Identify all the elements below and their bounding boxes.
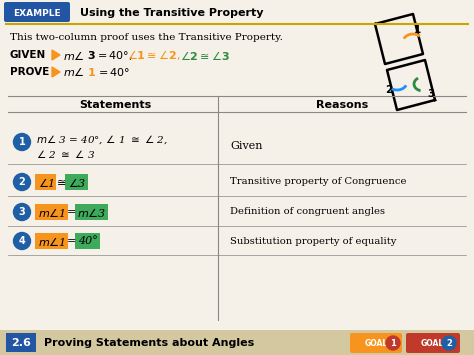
- Text: GOAL: GOAL: [420, 339, 444, 348]
- FancyBboxPatch shape: [36, 233, 69, 248]
- Text: $m\angle$1: $m\angle$1: [38, 235, 66, 248]
- Text: EXAMPLE: EXAMPLE: [13, 9, 61, 17]
- Text: 3: 3: [428, 89, 435, 99]
- Text: $m \angle$: $m \angle$: [63, 66, 84, 78]
- Text: $m \angle$: $m \angle$: [63, 49, 84, 61]
- Text: 1: 1: [390, 339, 396, 348]
- Text: $= 40°$: $= 40°$: [96, 66, 130, 78]
- Text: =: =: [67, 236, 77, 246]
- Text: $\angle$ 2 $\cong$ $\angle$ 3: $\angle$ 2 $\cong$ $\angle$ 3: [36, 148, 95, 160]
- Text: 4: 4: [18, 236, 26, 246]
- Text: Using the Transitive Property: Using the Transitive Property: [80, 8, 264, 18]
- Text: $\angle\mathbf{1} \cong \angle\mathbf{2},$: $\angle\mathbf{1} \cong \angle\mathbf{2}…: [127, 48, 181, 62]
- FancyBboxPatch shape: [75, 203, 109, 219]
- Text: 2: 2: [18, 177, 26, 187]
- FancyBboxPatch shape: [0, 330, 474, 355]
- Text: $= 40°,$: $= 40°,$: [95, 49, 133, 61]
- Polygon shape: [52, 50, 60, 60]
- Text: 3: 3: [18, 207, 26, 217]
- Circle shape: [386, 336, 400, 350]
- Text: Reasons: Reasons: [316, 100, 368, 110]
- Text: 40°: 40°: [78, 236, 98, 246]
- Text: 1: 1: [18, 137, 26, 147]
- Circle shape: [13, 203, 30, 220]
- Text: =: =: [67, 208, 77, 218]
- Circle shape: [442, 336, 456, 350]
- Circle shape: [13, 133, 30, 151]
- Text: $m\angle$1: $m\angle$1: [38, 206, 66, 219]
- Text: 2: 2: [385, 85, 392, 95]
- FancyBboxPatch shape: [65, 174, 89, 190]
- Text: Transitive property of Congruence: Transitive property of Congruence: [230, 178, 407, 186]
- Text: $\cong$: $\cong$: [54, 178, 66, 187]
- FancyBboxPatch shape: [36, 174, 56, 190]
- FancyBboxPatch shape: [75, 233, 100, 248]
- Text: This two-column proof uses the Transitive Property.: This two-column proof uses the Transitiv…: [10, 33, 283, 43]
- Text: GIVEN: GIVEN: [10, 50, 46, 60]
- Circle shape: [13, 233, 30, 250]
- Text: $\mathbf{1}$: $\mathbf{1}$: [87, 66, 96, 78]
- Text: 2.6: 2.6: [11, 338, 31, 348]
- FancyBboxPatch shape: [4, 2, 70, 22]
- FancyBboxPatch shape: [6, 333, 36, 352]
- Text: $\mathbf{3}$: $\mathbf{3}$: [87, 49, 96, 61]
- Text: 2: 2: [446, 339, 452, 348]
- Circle shape: [13, 174, 30, 191]
- FancyBboxPatch shape: [36, 203, 69, 219]
- Text: 1: 1: [413, 25, 420, 35]
- FancyBboxPatch shape: [350, 333, 402, 353]
- Text: Statements: Statements: [79, 100, 151, 110]
- Text: $\angle$1: $\angle$1: [37, 176, 55, 189]
- Text: Proving Statements about Angles: Proving Statements about Angles: [44, 338, 254, 348]
- Text: $m \angle$ 3 = 40°, $\angle$ 1 $\cong$ $\angle$ 2,: $m \angle$ 3 = 40°, $\angle$ 1 $\cong$ $…: [36, 134, 168, 146]
- Text: $m\angle$3: $m\angle$3: [77, 206, 107, 219]
- Text: Given: Given: [230, 141, 263, 151]
- Text: $\angle$3: $\angle$3: [68, 176, 86, 189]
- Text: $\angle\mathbf{2} \cong \angle\mathbf{3}$: $\angle\mathbf{2} \cong \angle\mathbf{3}…: [180, 49, 230, 61]
- Text: Definition of congruent angles: Definition of congruent angles: [230, 208, 385, 217]
- Polygon shape: [52, 67, 60, 77]
- Text: PROVE: PROVE: [10, 67, 49, 77]
- FancyBboxPatch shape: [406, 333, 460, 353]
- Text: GOAL: GOAL: [365, 339, 388, 348]
- Text: Substitution property of equality: Substitution property of equality: [230, 236, 396, 246]
